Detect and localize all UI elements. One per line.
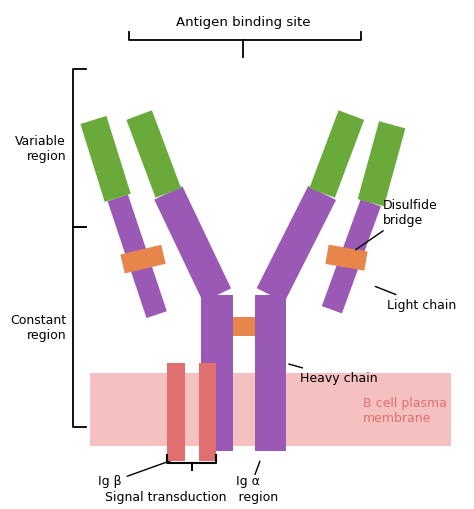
- Text: Ig α: Ig α: [237, 474, 260, 487]
- Polygon shape: [358, 122, 405, 207]
- Polygon shape: [255, 296, 286, 427]
- Polygon shape: [201, 296, 233, 427]
- Polygon shape: [325, 245, 368, 271]
- Text: Heavy chain: Heavy chain: [289, 364, 377, 385]
- Text: Light chain: Light chain: [375, 287, 456, 312]
- Text: Disulfide
bridge: Disulfide bridge: [356, 199, 437, 250]
- Polygon shape: [201, 427, 233, 451]
- Polygon shape: [108, 195, 167, 319]
- Text: B cell plasma
membrane: B cell plasma membrane: [363, 396, 447, 424]
- Polygon shape: [310, 111, 364, 199]
- Polygon shape: [322, 200, 381, 314]
- Polygon shape: [127, 111, 181, 199]
- Text: Signal transduction   region: Signal transduction region: [105, 490, 278, 503]
- Bar: [199, 363, 216, 461]
- Polygon shape: [233, 317, 255, 336]
- Polygon shape: [81, 117, 131, 203]
- Bar: [91, 373, 451, 446]
- Text: Antigen binding site: Antigen binding site: [176, 16, 310, 29]
- Polygon shape: [154, 187, 231, 302]
- Polygon shape: [256, 187, 336, 302]
- Text: Ig β: Ig β: [98, 474, 122, 487]
- Text: Constant
region: Constant region: [10, 313, 66, 341]
- Bar: [167, 363, 185, 461]
- Polygon shape: [120, 245, 166, 274]
- Text: Variable
region: Variable region: [15, 135, 66, 163]
- Polygon shape: [255, 427, 286, 451]
